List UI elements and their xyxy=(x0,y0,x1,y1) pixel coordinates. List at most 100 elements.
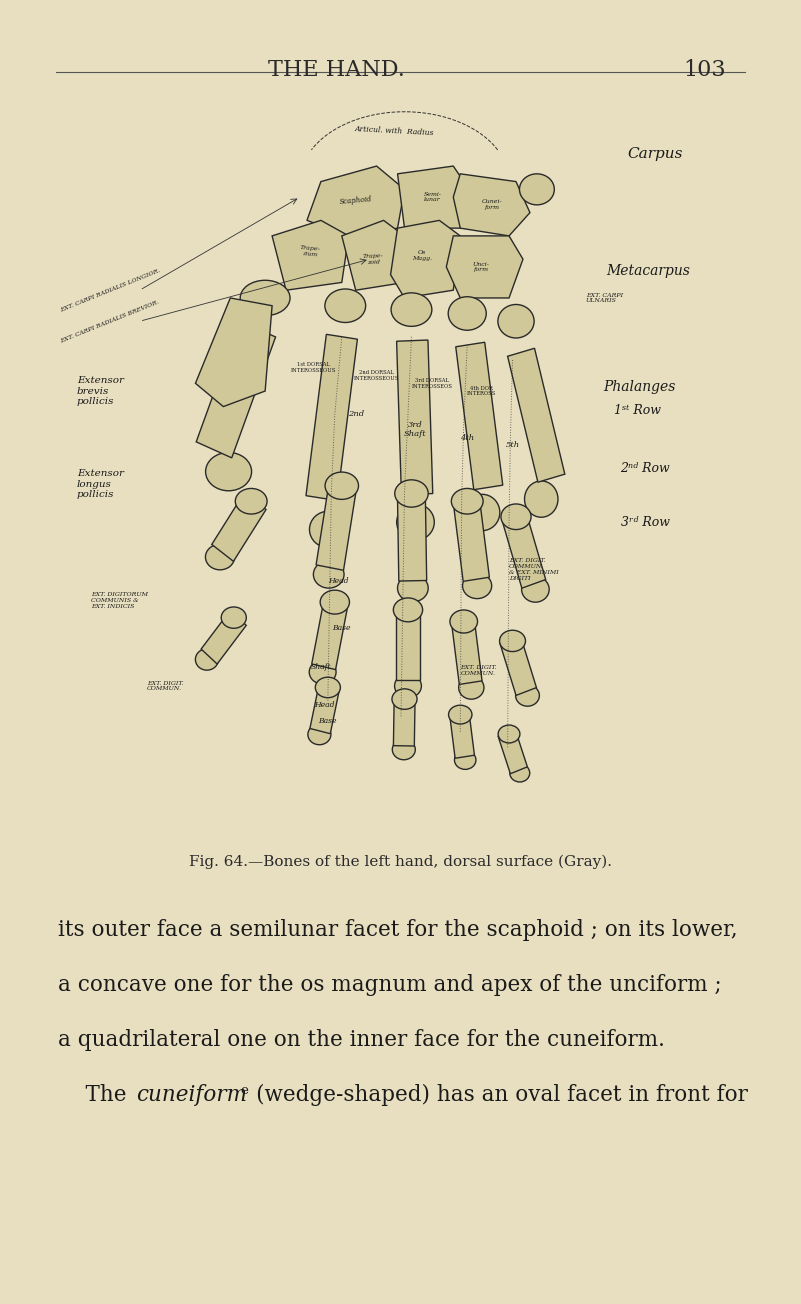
Text: 2ⁿᵈ Row: 2ⁿᵈ Row xyxy=(621,462,670,475)
Text: a concave one for the os magnum and apex of the unciform ;: a concave one for the os magnum and apex… xyxy=(58,974,722,996)
Polygon shape xyxy=(316,481,356,570)
Text: EXT. CARPI
ULNARIS: EXT. CARPI ULNARIS xyxy=(586,292,623,304)
Ellipse shape xyxy=(308,724,331,745)
Text: Semi-
lunar: Semi- lunar xyxy=(424,192,441,202)
Text: 5th: 5th xyxy=(505,441,520,450)
Polygon shape xyxy=(453,173,530,236)
Text: Os
Magg.: Os Magg. xyxy=(412,250,432,261)
Ellipse shape xyxy=(449,297,486,330)
Polygon shape xyxy=(498,729,527,773)
Text: Extensor
brevis
pollicis: Extensor brevis pollicis xyxy=(77,376,124,406)
Text: EXT. DIGIT.
COMMUN.: EXT. DIGIT. COMMUN. xyxy=(147,681,183,691)
Text: EXT. CARPI RADIALIS LONGIOR.: EXT. CARPI RADIALIS LONGIOR. xyxy=(59,267,161,313)
Ellipse shape xyxy=(516,685,539,707)
Text: EXT. CARPI RADIALIS BREVIOR.: EXT. CARPI RADIALIS BREVIOR. xyxy=(59,299,160,343)
Text: 1ˢᵗ Row: 1ˢᵗ Row xyxy=(614,404,661,417)
Ellipse shape xyxy=(313,561,344,588)
Text: 2nd DORSAL
INTEROSSEOUS: 2nd DORSAL INTEROSSEOUS xyxy=(354,370,400,381)
Text: cuneiform: cuneiform xyxy=(136,1084,248,1106)
Polygon shape xyxy=(307,166,405,236)
Ellipse shape xyxy=(392,689,417,709)
Ellipse shape xyxy=(392,739,415,760)
Text: THE HAND.: THE HAND. xyxy=(268,59,405,81)
Ellipse shape xyxy=(195,649,219,670)
Ellipse shape xyxy=(395,674,421,698)
Polygon shape xyxy=(211,493,266,561)
Polygon shape xyxy=(201,610,246,664)
Polygon shape xyxy=(508,348,565,482)
Text: ᵉ (wedge-shaped) has an oval facet in front for: ᵉ (wedge-shaped) has an oval facet in fr… xyxy=(241,1084,748,1106)
Polygon shape xyxy=(456,342,503,490)
Polygon shape xyxy=(396,340,433,494)
Polygon shape xyxy=(306,334,357,501)
Ellipse shape xyxy=(498,725,520,743)
Ellipse shape xyxy=(454,751,476,769)
Ellipse shape xyxy=(465,494,500,531)
Polygon shape xyxy=(342,220,405,291)
Text: 4th: 4th xyxy=(460,434,474,442)
Polygon shape xyxy=(446,236,523,297)
Text: Base: Base xyxy=(332,623,351,631)
Polygon shape xyxy=(195,297,272,407)
Text: Cunei-
form: Cunei- form xyxy=(481,200,502,210)
Ellipse shape xyxy=(325,472,359,499)
Polygon shape xyxy=(500,636,537,695)
Text: Base: Base xyxy=(319,717,337,725)
Polygon shape xyxy=(393,698,415,746)
Ellipse shape xyxy=(240,280,290,316)
Text: EXT. DIGIT.
COMMUN.: EXT. DIGIT. COMMUN. xyxy=(461,665,497,675)
Ellipse shape xyxy=(451,489,483,514)
Text: Phalanges: Phalanges xyxy=(603,381,675,394)
Text: Head: Head xyxy=(314,702,335,709)
Text: its outer face a semilunar facet for the scaphoid ; on its lower,: its outer face a semilunar facet for the… xyxy=(58,919,738,941)
Ellipse shape xyxy=(395,480,429,507)
Text: 3ʳᵈ Row: 3ʳᵈ Row xyxy=(621,516,670,529)
Polygon shape xyxy=(452,618,482,685)
Ellipse shape xyxy=(309,511,347,548)
Polygon shape xyxy=(397,492,427,582)
Polygon shape xyxy=(453,498,489,582)
Ellipse shape xyxy=(235,489,267,514)
Polygon shape xyxy=(310,683,340,734)
Text: 1st DORSAL
INTEROSSEOUS: 1st DORSAL INTEROSSEOUS xyxy=(292,363,336,373)
Text: Unci-
form: Unci- form xyxy=(473,262,489,273)
Text: Articul. with  Radius: Articul. with Radius xyxy=(354,125,434,137)
Text: Fig. 64.—Bones of the left hand, dorsal surface (Gray).: Fig. 64.—Bones of the left hand, dorsal … xyxy=(189,854,612,868)
Ellipse shape xyxy=(521,576,549,602)
Ellipse shape xyxy=(397,575,429,601)
Polygon shape xyxy=(396,608,421,681)
Text: EXT. DIGITORUM
COMMUNIS &
EXT. INDICIS: EXT. DIGITORUM COMMUNIS & EXT. INDICIS xyxy=(91,592,148,609)
Ellipse shape xyxy=(501,503,531,529)
Text: Metacarpus: Metacarpus xyxy=(606,263,690,278)
Ellipse shape xyxy=(525,481,558,518)
Ellipse shape xyxy=(325,289,365,322)
Ellipse shape xyxy=(449,705,472,724)
Text: Shaft: Shaft xyxy=(311,662,331,670)
Ellipse shape xyxy=(316,677,340,698)
Polygon shape xyxy=(272,220,348,291)
Text: 2nd: 2nd xyxy=(348,411,364,419)
Ellipse shape xyxy=(509,764,529,782)
Ellipse shape xyxy=(206,452,252,490)
Ellipse shape xyxy=(450,610,477,632)
Polygon shape xyxy=(502,511,545,588)
Polygon shape xyxy=(449,712,474,758)
Ellipse shape xyxy=(459,675,484,699)
Text: Extensor
longus
pollicis: Extensor longus pollicis xyxy=(77,469,124,499)
Text: 3rd DORSAL
INTEROSSEOS: 3rd DORSAL INTEROSSEOS xyxy=(412,378,453,389)
Text: 3rd
Shaft: 3rd Shaft xyxy=(404,421,426,438)
Polygon shape xyxy=(312,599,348,669)
Ellipse shape xyxy=(393,599,423,622)
Text: 103: 103 xyxy=(683,59,727,81)
Ellipse shape xyxy=(391,293,432,326)
Text: The: The xyxy=(58,1084,134,1106)
Ellipse shape xyxy=(498,304,534,338)
Ellipse shape xyxy=(500,630,525,652)
Text: 4th DOR
INTEROSS: 4th DOR INTEROSS xyxy=(466,386,496,396)
Text: Trape-
zium: Trape- zium xyxy=(300,245,321,258)
Ellipse shape xyxy=(309,660,336,685)
Ellipse shape xyxy=(205,544,235,570)
Ellipse shape xyxy=(462,572,492,599)
Text: Carpus: Carpus xyxy=(627,147,683,162)
Polygon shape xyxy=(196,321,276,458)
